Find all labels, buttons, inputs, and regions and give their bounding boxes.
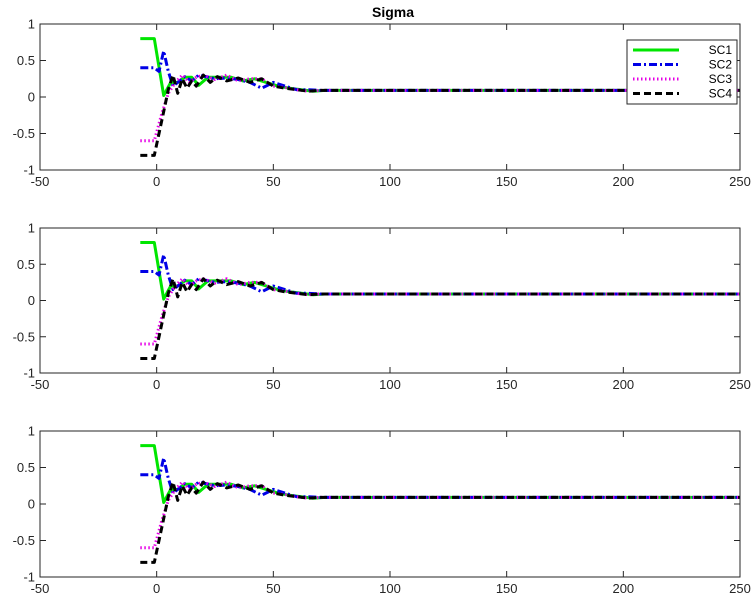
- x-tick-label: 250: [729, 174, 751, 189]
- y-tick-label: -0.5: [13, 126, 35, 141]
- y-tick-label: 0.5: [17, 460, 35, 475]
- y-tick-label: 0: [28, 90, 35, 105]
- x-tick-label: 250: [729, 581, 751, 596]
- subplot-group: -50 0 50 100 150 200 250-1-0.500.51SC1SC2SC3SC…: [13, 17, 751, 597]
- legend-label-sc1: SC1: [709, 43, 733, 57]
- x-tick-label: 150: [496, 174, 518, 189]
- x-tick-label: -50: [31, 581, 50, 596]
- y-tick-label: -1: [23, 570, 35, 585]
- x-tick-label: 50: [266, 377, 280, 392]
- x-tick-label: 100: [379, 377, 401, 392]
- y-tick-label: 0: [28, 293, 35, 308]
- axes-box: [39, 227, 741, 374]
- x-tick-label: 150: [496, 581, 518, 596]
- figure-title: Sigma: [372, 4, 414, 20]
- x-tick-label: -50: [31, 174, 50, 189]
- x-tick-label: 200: [612, 377, 634, 392]
- series-line-s4: [140, 480, 740, 564]
- x-tick-label: 50: [266, 581, 280, 596]
- y-tick-label: -0.5: [13, 329, 35, 344]
- series-group: [140, 444, 740, 564]
- x-tick-label: 100: [379, 581, 401, 596]
- y-tick-label: 0.5: [17, 257, 35, 272]
- subplot-3: -50 0 50 100 150 200 250 -1 -0.5 0 0.5 1: [13, 424, 751, 597]
- x-tick-label: 150: [496, 377, 518, 392]
- y-tick-label: 1: [28, 221, 35, 236]
- y-tick-label: -1: [23, 163, 35, 178]
- series-line-s2: [140, 456, 740, 499]
- legend-label-sc3: SC3: [709, 72, 733, 86]
- x-tick-label: 0: [153, 174, 160, 189]
- axes-box: [39, 430, 741, 578]
- series-line-s3: [140, 277, 740, 346]
- legend-label-sc2: SC2: [709, 58, 733, 72]
- y-tick-label: 0: [28, 497, 35, 512]
- y-tick-label: 1: [28, 17, 35, 32]
- x-tick-label: 50: [266, 174, 280, 189]
- x-tick-label: -50: [31, 377, 50, 392]
- subplot-1: -50 0 50 100 150 200 250 -1 -0.5 0 0.5 1 SC1SC2SC3SC…: [13, 17, 751, 190]
- series-line-sc4: [140, 73, 740, 157]
- series-group: [140, 241, 740, 360]
- x-tick-label: 200: [612, 581, 634, 596]
- series-line-s4: [140, 277, 740, 360]
- x-tick-label: 0: [153, 581, 160, 596]
- legend-label-sc4: SC4: [709, 87, 733, 101]
- x-tick-label: 100: [379, 174, 401, 189]
- x-tick-label: 0: [153, 377, 160, 392]
- x-tick-label: 200: [612, 174, 634, 189]
- y-tick-label: 0.5: [17, 53, 35, 68]
- series-line-s1: [140, 241, 740, 301]
- subplot-2: -50 0 50 100 150 200 250 -1 -0.5 0 0.5 1: [13, 221, 751, 393]
- series-line-s1: [140, 444, 740, 504]
- series-line-s2: [140, 253, 740, 296]
- y-tick-label: -0.5: [13, 533, 35, 548]
- series-line-s3: [140, 480, 740, 550]
- series-line-sc2: [140, 49, 740, 92]
- y-tick-label: -1: [23, 366, 35, 381]
- y-tick-label: 1: [28, 424, 35, 439]
- series-group: [140, 37, 740, 157]
- x-tick-label: 250: [729, 377, 751, 392]
- series-line-sc3: [140, 73, 740, 143]
